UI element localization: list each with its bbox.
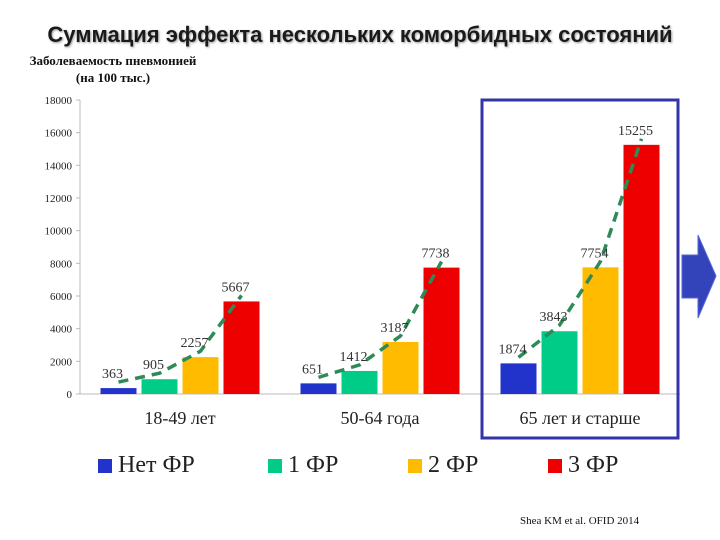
bar — [141, 379, 178, 394]
y-tick-label: 14000 — [45, 160, 73, 172]
data-label: 1412 — [340, 350, 368, 365]
y-axis-label-line1: Заболеваемость пневмонией — [29, 53, 197, 68]
y-tick-label: 0 — [67, 389, 73, 401]
bar — [100, 388, 137, 394]
y-tick-label: 8000 — [50, 258, 73, 270]
legend-swatch — [98, 458, 112, 473]
bar — [223, 301, 260, 394]
x-category-label: 50-64 года — [340, 408, 419, 428]
legend-swatch — [548, 458, 562, 473]
data-label: 651 — [302, 362, 323, 377]
x-category-label: 65 лет и старше — [520, 408, 641, 428]
y-tick-label: 16000 — [45, 128, 73, 140]
legend-item-3-rf: 3 ФР — [548, 452, 618, 479]
y-tick-label: 2000 — [50, 356, 73, 368]
data-label: 3187 — [381, 321, 409, 336]
legend-item-1-rf: 1 ФР — [268, 452, 338, 479]
legend-swatch — [408, 458, 422, 473]
y-tick-label: 18000 — [45, 95, 73, 107]
bar — [382, 341, 419, 394]
trend-line — [317, 260, 444, 380]
legend-item-2-rf: 2 ФР — [408, 452, 478, 479]
data-label: 7738 — [422, 247, 450, 262]
legend-item-no-rf: Нет ФР — [98, 452, 195, 479]
data-label: 5667 — [222, 280, 250, 295]
legend-label: 2 ФР — [428, 452, 479, 478]
legend-swatch — [268, 458, 282, 473]
y-tick-label: 10000 — [45, 226, 73, 238]
data-label: 3843 — [540, 310, 568, 325]
highlight-box — [480, 98, 680, 440]
y-axis-label-line2: (на 100 тыс.) — [75, 70, 151, 85]
data-label: 2257 — [181, 336, 209, 351]
legend-label: 1 ФР — [288, 452, 339, 478]
y-tick-label: 4000 — [50, 324, 73, 336]
source-citation: Shea KM et al. OFID 2014 — [520, 515, 640, 527]
bar — [541, 331, 578, 394]
legend-label: Нет ФР — [118, 452, 195, 478]
page-title: Суммация эффекта нескольких коморбидных … — [47, 22, 673, 47]
y-axis-label: Заболеваемость пневмонией (на 100 тыс.) — [8, 52, 218, 86]
trend-line — [517, 138, 644, 359]
bar — [341, 370, 378, 394]
y-tick-label: 12000 — [45, 193, 73, 205]
data-label: 1874 — [499, 342, 527, 357]
chart-legend: Нет ФР 1 ФР 2 ФР 3 ФР — [0, 452, 720, 482]
legend-label: 3 ФР — [568, 452, 619, 478]
bar — [300, 383, 337, 394]
bar — [423, 267, 460, 394]
data-label: 15255 — [618, 124, 653, 139]
data-label: 363 — [102, 367, 123, 382]
bar — [623, 144, 660, 394]
bar — [182, 357, 219, 394]
x-category-label: 18-49 лет — [144, 408, 215, 428]
data-label: 905 — [143, 358, 164, 373]
data-label: 7754 — [581, 246, 609, 261]
bar — [582, 267, 619, 394]
trend-line — [118, 294, 243, 384]
bar — [500, 363, 537, 394]
y-tick-label: 6000 — [50, 291, 73, 303]
arrow-icon — [681, 234, 717, 319]
